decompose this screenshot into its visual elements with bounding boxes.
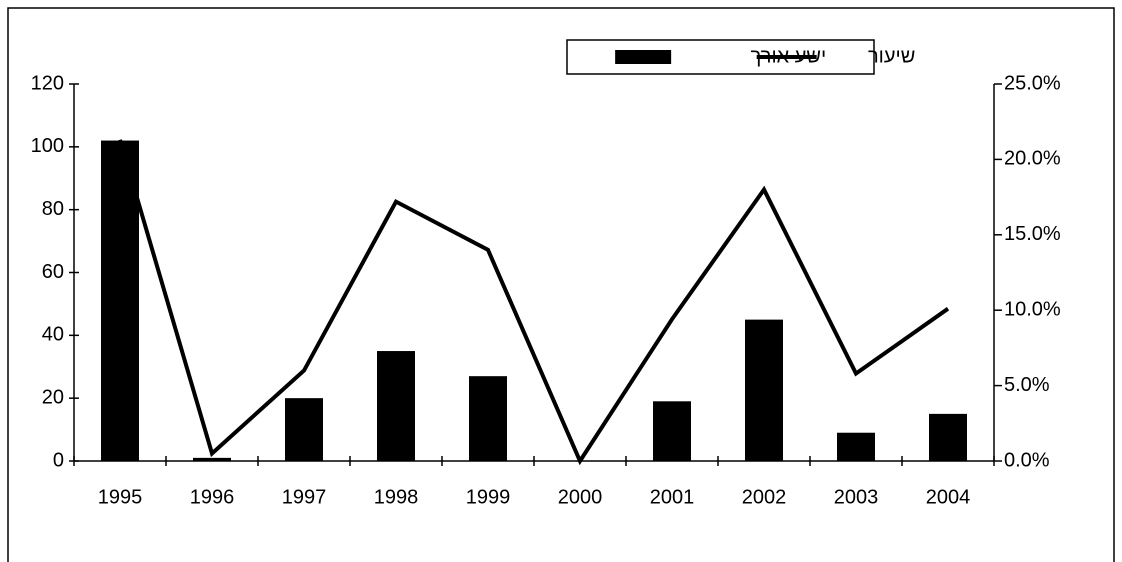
y2-tick-label: 0.0% bbox=[1004, 449, 1050, 471]
legend-label: ישע אורך bbox=[751, 45, 827, 67]
chart-frame bbox=[7, 7, 1115, 562]
x-tick-label: 2000 bbox=[558, 486, 603, 508]
y2-tick-label: 20.0% bbox=[1004, 148, 1061, 170]
y2-tick-label: 15.0% bbox=[1004, 223, 1061, 245]
bar bbox=[837, 432, 875, 461]
x-tick-label: 1997 bbox=[282, 486, 327, 508]
line bbox=[118, 139, 950, 466]
x-tick-label: 2002 bbox=[742, 486, 787, 508]
x-tick-label: 2001 bbox=[650, 486, 695, 508]
legend-swatch bbox=[615, 50, 672, 64]
y-tick-label: 20 bbox=[42, 386, 64, 408]
bar bbox=[377, 351, 415, 461]
x-tick-label: 2003 bbox=[834, 486, 879, 508]
x-tick-label: 2004 bbox=[926, 486, 971, 508]
bar bbox=[745, 319, 783, 461]
y2-tick-label: 25.0% bbox=[1004, 72, 1061, 94]
y-tick-label: 60 bbox=[42, 261, 64, 283]
y-tick-label: 40 bbox=[42, 324, 64, 346]
bar bbox=[929, 413, 967, 461]
bar bbox=[469, 376, 507, 461]
y-tick-label: 120 bbox=[31, 72, 64, 94]
y-tick-label: 80 bbox=[42, 198, 64, 220]
y2-tick-label: 5.0% bbox=[1004, 374, 1050, 396]
x-tick-label: 1995 bbox=[98, 486, 143, 508]
bar bbox=[285, 398, 323, 461]
y-tick-label: 100 bbox=[31, 135, 64, 157]
x-tick-label: 1999 bbox=[466, 486, 511, 508]
legend-box bbox=[566, 39, 875, 75]
x-tick-label: 1996 bbox=[190, 486, 235, 508]
bar bbox=[193, 457, 231, 461]
bar bbox=[653, 401, 691, 461]
bar bbox=[101, 140, 139, 462]
y-tick-label: 0 bbox=[53, 449, 64, 471]
x-tick-label: 1998 bbox=[374, 486, 419, 508]
y2-tick-label: 10.0% bbox=[1004, 298, 1061, 320]
legend-label: שיעור bbox=[868, 45, 915, 67]
